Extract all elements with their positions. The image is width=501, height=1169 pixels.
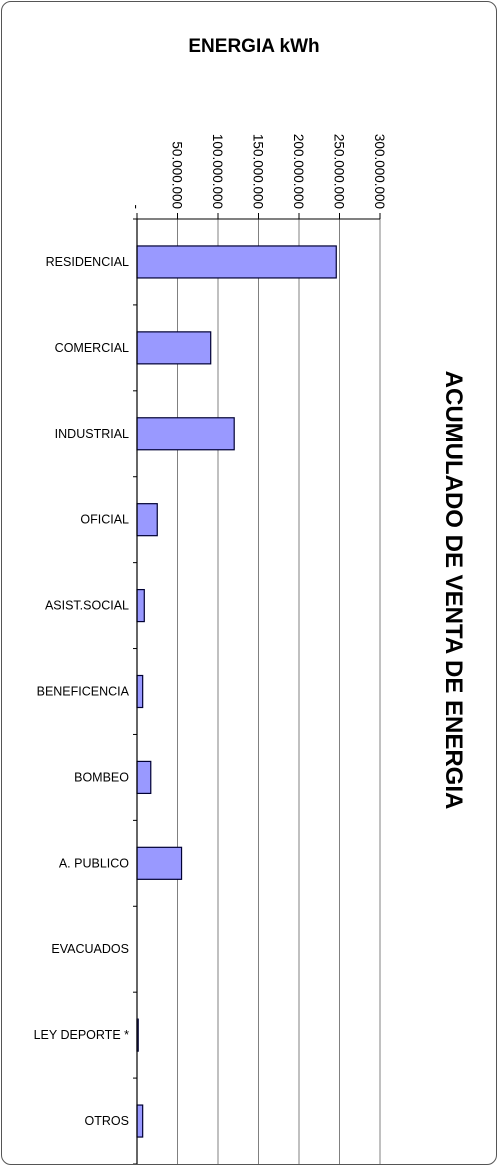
category-label: ASIST.SOCIAL <box>45 599 129 613</box>
value-tick-label: 300.000.000 <box>372 134 387 209</box>
value-tick-label: 250.000.000 <box>332 134 347 209</box>
category-label: BENEFICENCIA <box>37 685 130 699</box>
category-label: A. PUBLICO <box>59 856 129 870</box>
bar <box>136 245 337 279</box>
category-label: OTROS <box>85 1114 129 1128</box>
value-tick-label: 200.000.000 <box>291 134 306 209</box>
bar <box>136 417 235 451</box>
category-label: BOMBEO <box>74 770 129 784</box>
value-tick-label: 150.000.000 <box>251 134 266 209</box>
bar <box>136 846 183 880</box>
category-label: RESIDENCIAL <box>46 255 129 269</box>
value-axis-title: ENERGIA kWh <box>188 36 319 57</box>
bar <box>136 331 212 365</box>
bar <box>136 503 158 537</box>
gridlines <box>177 219 381 1164</box>
bars <box>136 245 337 1138</box>
value-tick-label: 100.000.000 <box>210 134 225 209</box>
value-tick-labels: - 50.000.000 100.000.000 150.000.000 200.000… <box>129 134 387 209</box>
bar <box>136 1104 144 1138</box>
category-label: EVACUADOS <box>51 942 129 956</box>
category-labels: RESIDENCIAL COMERCIAL INDUSTRIAL OFICIAL ASI… <box>34 255 130 1128</box>
axes <box>133 213 381 1164</box>
chart-title: ACUMULADO DE VENTA DE ENERGIA <box>440 371 467 810</box>
bar <box>136 588 145 623</box>
category-label: COMERCIAL <box>55 341 129 355</box>
bar <box>136 760 152 795</box>
category-label: INDUSTRIAL <box>55 427 129 441</box>
category-label: OFICIAL <box>80 513 129 527</box>
value-tick-label: 50.000.000 <box>170 141 185 209</box>
value-tick-label: - <box>129 205 144 210</box>
category-label: LEY DEPORTE * <box>34 1028 130 1042</box>
bar <box>136 674 144 709</box>
